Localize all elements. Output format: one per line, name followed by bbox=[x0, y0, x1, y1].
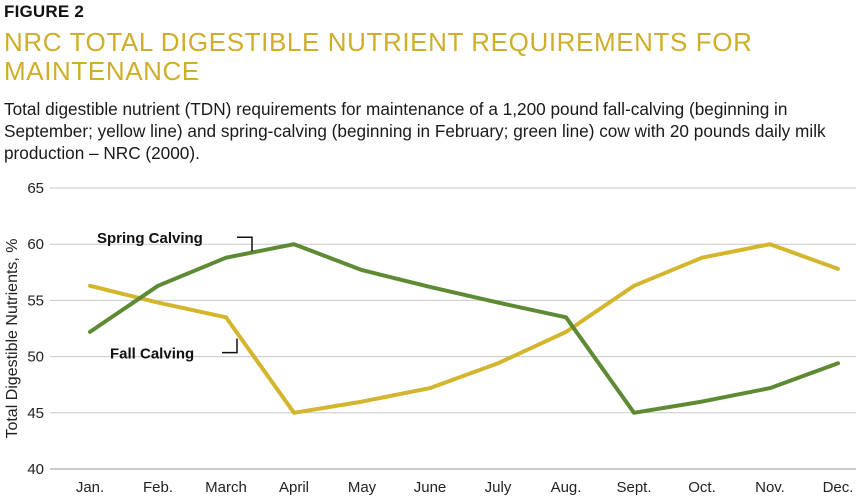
chart-title: NRC TOTAL DIGESTIBLE NUTRIENT REQUIREMEN… bbox=[4, 27, 753, 86]
y-tick-label: 40 bbox=[27, 461, 44, 478]
y-tick-label: 50 bbox=[27, 349, 44, 366]
x-tick-label: Oct. bbox=[688, 479, 716, 496]
x-tick-label: March bbox=[205, 479, 247, 496]
x-tick-label: April bbox=[279, 479, 309, 496]
x-tick-label: Jan. bbox=[76, 479, 104, 496]
x-tick-label: Sept. bbox=[616, 479, 651, 496]
annotation-spring-leader bbox=[237, 236, 253, 252]
x-tick-label: Dec. bbox=[823, 479, 854, 496]
x-tick-label: Feb. bbox=[143, 479, 173, 496]
annotations: Spring Calving Fall Calving bbox=[97, 230, 253, 363]
x-tick-label: Aug. bbox=[551, 479, 582, 496]
series-lines bbox=[88, 242, 840, 415]
x-tick-label: Nov. bbox=[755, 479, 785, 496]
figure-label: FIGURE 2 bbox=[4, 2, 85, 21]
y-tick-labels: 40 45 50 55 60 65 bbox=[27, 180, 44, 478]
x-tick-label: May bbox=[348, 479, 377, 496]
series-line-fall-calving bbox=[88, 242, 840, 415]
x-tick-label: July bbox=[485, 479, 512, 496]
y-axis-label: Total Digestible Nutrients, % bbox=[4, 238, 21, 438]
x-tick-label: June bbox=[414, 479, 447, 496]
annotation-spring-calving: Spring Calving bbox=[97, 230, 203, 247]
x-tick-labels: Jan. Feb. March April May June July Aug. Sept. Oc… bbox=[76, 479, 854, 496]
annotation-fall-calving: Fall Calving bbox=[110, 346, 194, 363]
y-tick-label: 45 bbox=[27, 405, 44, 422]
y-tick-label: 55 bbox=[27, 292, 44, 309]
annotation-fall-leader bbox=[222, 338, 238, 354]
y-tick-label: 65 bbox=[27, 180, 44, 197]
series-line-spring-calving bbox=[88, 242, 840, 415]
chart-caption: Total digestible nutrient (TDN) requirem… bbox=[4, 99, 826, 163]
gridlines bbox=[50, 187, 856, 470]
y-tick-label: 60 bbox=[27, 236, 44, 253]
